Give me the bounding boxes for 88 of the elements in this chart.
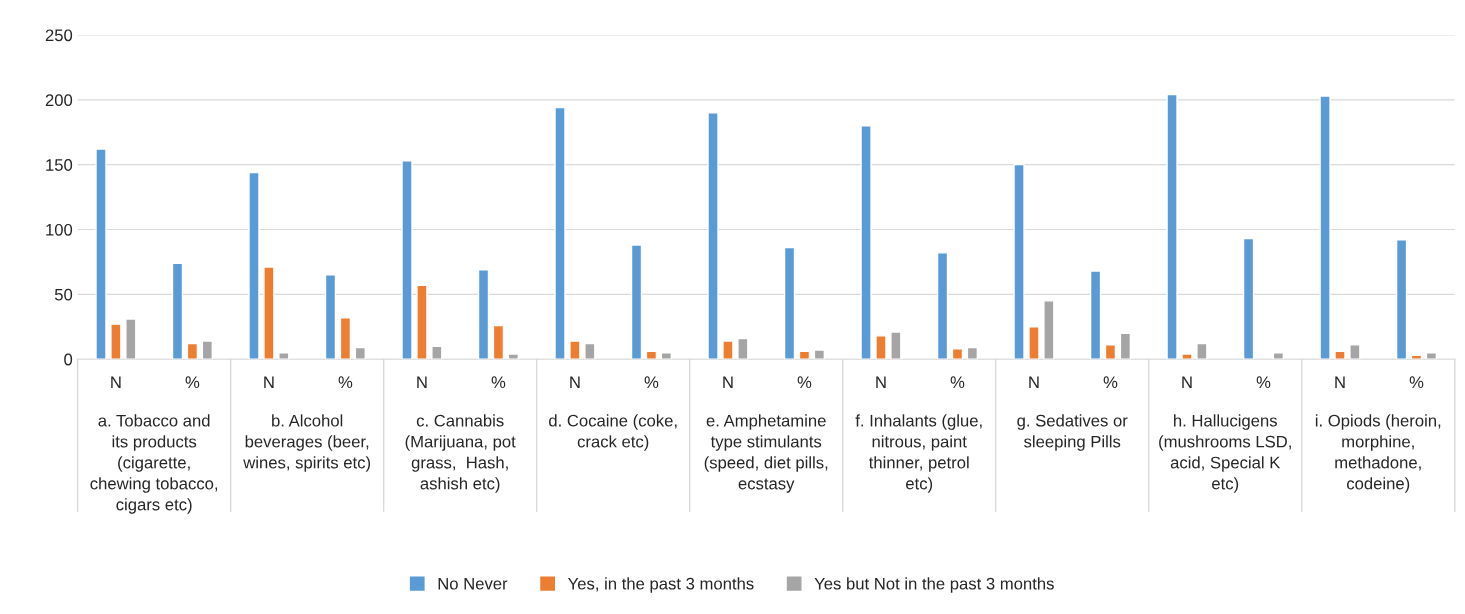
bar	[1089, 270, 1102, 360]
text: g. Sedatives or sleeping Pills	[1017, 414, 1128, 451]
bar	[324, 274, 337, 360]
bar	[477, 269, 490, 360]
bar	[95, 148, 107, 360]
bar	[110, 323, 122, 360]
bar	[584, 342, 596, 360]
bar	[660, 352, 673, 360]
text: b. Alcohol beverages (beer, wines, spirits etc)	[243, 414, 371, 472]
bar	[1196, 342, 1208, 360]
x-tick-label: N	[570, 376, 580, 388]
x-tick-label: N	[111, 376, 121, 388]
x-tick-label: N	[1335, 376, 1345, 388]
bar	[416, 284, 428, 360]
bar	[737, 337, 749, 360]
x-tick-label: N	[723, 376, 733, 388]
bar	[354, 346, 367, 360]
bar	[936, 252, 949, 360]
bar	[263, 266, 275, 360]
x-tick-label: N	[876, 376, 886, 388]
x-tick-label: %	[1103, 376, 1118, 389]
bar	[875, 335, 887, 360]
y-tick-label: 50	[54, 288, 73, 301]
text: c. Cannabis (Marijuana, pot grass, Hash, ashish etc)	[405, 414, 516, 493]
bar	[630, 244, 643, 360]
text: i. Opiods (heroin, morphine, methadone, codeine)	[1315, 414, 1441, 493]
legend-label: No Never	[438, 577, 508, 590]
x-tick-label: %	[797, 376, 812, 389]
bar	[722, 340, 734, 360]
bar	[860, 125, 872, 360]
text: h. Hallucigens (mushrooms LSD, acid, Special K etc)	[1159, 414, 1291, 493]
bar	[951, 348, 964, 360]
text: a. Tobacco and its products (cigarette, chewing tobacco, cigars etc)	[90, 414, 218, 514]
legend-label: Yes but Not in the past 3 months	[814, 577, 1054, 593]
bar	[431, 345, 443, 360]
bar	[1425, 352, 1438, 360]
x-tick-label: %	[644, 376, 659, 389]
x-tick-label: N	[1182, 376, 1192, 388]
bar	[890, 331, 902, 360]
bar	[569, 340, 581, 360]
bar	[125, 318, 137, 360]
bar	[1395, 239, 1408, 360]
bar	[171, 262, 184, 360]
y-tick-label: 0	[64, 353, 73, 366]
bar	[645, 350, 658, 360]
bar	[201, 340, 213, 360]
bar	[1166, 93, 1178, 360]
bar	[1043, 300, 1055, 360]
x-tick-label: N	[1029, 376, 1039, 388]
x-tick-label: N	[264, 376, 274, 388]
x-tick-label: %	[950, 376, 965, 389]
bar	[1181, 353, 1193, 360]
x-tick-label: %	[185, 376, 200, 389]
bar	[492, 324, 505, 360]
bar	[248, 171, 260, 360]
x-tick-label: %	[491, 376, 506, 389]
bar	[186, 342, 199, 360]
x-tick-label: %	[1409, 376, 1424, 389]
bar	[707, 112, 719, 360]
bar	[1013, 163, 1025, 360]
y-tick-label: 150	[46, 159, 73, 171]
bar	[507, 353, 520, 360]
bar	[1334, 350, 1346, 360]
bar	[1028, 326, 1040, 360]
bar	[1119, 332, 1132, 360]
y-tick-label: 100	[46, 223, 73, 236]
bar	[783, 246, 796, 360]
bar	[278, 352, 290, 360]
x-tick-label: %	[1256, 376, 1271, 389]
bar	[1242, 237, 1255, 360]
text: e. Amphetamine type stimulants (speed, diet pills, ecstasy	[704, 414, 828, 493]
bar	[966, 346, 979, 360]
legend-label: Yes, in the past 3 months	[567, 577, 754, 593]
text: d. Cocaine (coke, crack etc)	[549, 414, 677, 451]
y-tick-label: 250	[45, 29, 73, 42]
bar	[798, 350, 811, 360]
x-tick-label: N	[417, 376, 427, 388]
bar	[554, 106, 566, 360]
bar	[339, 316, 352, 360]
text: f. Inhalants (glue, nitrous, paint thinner, petrol etc)	[855, 414, 982, 493]
bar	[1319, 95, 1331, 360]
x-tick-label: %	[338, 376, 353, 389]
bar	[1104, 344, 1117, 360]
bar	[813, 349, 826, 360]
bar	[1349, 344, 1361, 360]
y-tick-label: 200	[45, 94, 73, 107]
bar	[401, 160, 413, 360]
bar	[1272, 352, 1285, 360]
